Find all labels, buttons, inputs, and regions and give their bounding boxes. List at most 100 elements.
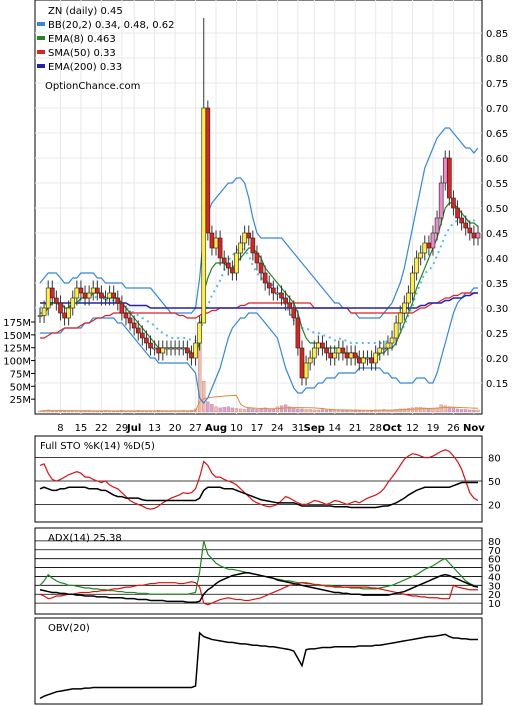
candle-body [45,287,51,309]
candle-body [434,217,440,234]
candle-body [209,232,215,249]
candle-body [271,287,276,294]
price-tick-label: 0.85 [486,29,508,40]
volume-bar [296,408,300,413]
volume-bar [308,409,312,413]
adx-label: ADX(14) 25.38 [48,533,122,544]
adx-tick-label: 70 [488,546,501,557]
date-tick-label: Oct [382,423,401,434]
bb-upper-line [39,127,479,319]
candle-body [385,342,391,349]
candle-body [430,232,436,249]
date-tick-label: 27 [189,423,202,434]
date-tick-label: Aug [205,423,227,434]
candle-body [205,107,211,234]
volume-bar [320,409,325,413]
candle-body [111,292,116,299]
volume-bar [476,409,480,413]
candle-body [303,362,309,379]
volume-bar [324,409,329,413]
legend-label-ema200: EMA(200) 0.33 [48,62,122,73]
adx-tick-label: 50 [488,564,501,575]
candle-body [291,307,297,319]
volume-bar [304,409,308,413]
candle-body [266,282,272,289]
candle-body [246,232,252,239]
volume-bar [353,410,357,413]
candle-body [442,157,448,184]
candle-body [234,252,239,274]
candle-body [127,317,133,324]
adx-line [39,572,479,603]
candle-body [344,352,350,359]
candle-body [82,292,88,299]
volume-bar [259,408,263,413]
volume-bar [263,407,267,413]
obv-label: OBV(20) [48,623,90,634]
candle-body [58,302,63,314]
candle-body [406,292,411,304]
candle-body [463,222,469,229]
candle-body [217,237,223,259]
date-tick-label: 31 [292,423,305,434]
volume-bar [255,409,259,413]
volume-bar [271,408,275,413]
candle-body [365,357,370,360]
date-tick-label: 20 [169,423,182,434]
price-tick-label: 0.45 [486,229,508,240]
volume-bar [333,410,337,413]
volume-bar [206,401,210,413]
date-tick-label: Sep [304,423,325,434]
candle-body [316,342,321,349]
candle-body [225,262,231,269]
candle-body [185,347,190,354]
candle-body [397,312,403,324]
candle-body [447,157,452,199]
date-tick-label: 24 [271,423,284,434]
candle-body [279,292,284,299]
price-tick-label: 0.80 [486,54,508,65]
adx-tick-label: 30 [488,581,501,592]
candle-body [164,347,170,350]
volume-bar [414,407,419,413]
stoch-d-line [39,481,478,509]
date-tick-label: 21 [349,423,362,434]
volume-bar [419,407,423,413]
volume-bar [312,409,316,413]
candle-body [54,297,59,304]
volume-bar [459,409,464,413]
candle-body [78,287,84,294]
candle-body [320,342,325,349]
candle-body [37,315,43,317]
obv-line-path [39,631,478,700]
volume-bar [275,406,280,413]
price-tick-label: 0.75 [486,79,508,90]
volume-bar [238,408,243,413]
volume-bar [406,408,411,413]
candle-body [307,357,313,364]
candle-body [201,107,207,324]
candle-body [340,347,346,354]
candle-body [230,267,235,274]
candle-body [119,302,125,314]
candle-body [189,352,194,359]
volume-bar [300,408,304,413]
stochastic-panel [34,435,483,523]
volume-tick-label: 75M [10,369,31,380]
candlesticks [37,18,481,386]
candle-body [451,197,456,209]
price-tick-label: 0.30 [486,304,508,315]
date-tick-label: 8 [57,423,63,434]
volume-bar [468,409,472,413]
volume-bar [455,408,460,413]
candle-body [66,307,71,319]
candle-body [369,357,374,364]
adx-panel [34,527,483,615]
candle-body [250,237,256,254]
symbol-label: ZN (daily) 0.45 [48,6,123,17]
volume-bar [222,407,226,413]
candle-body [123,312,129,319]
candle-body [356,357,362,364]
price-tick-label: 0.20 [486,354,508,365]
